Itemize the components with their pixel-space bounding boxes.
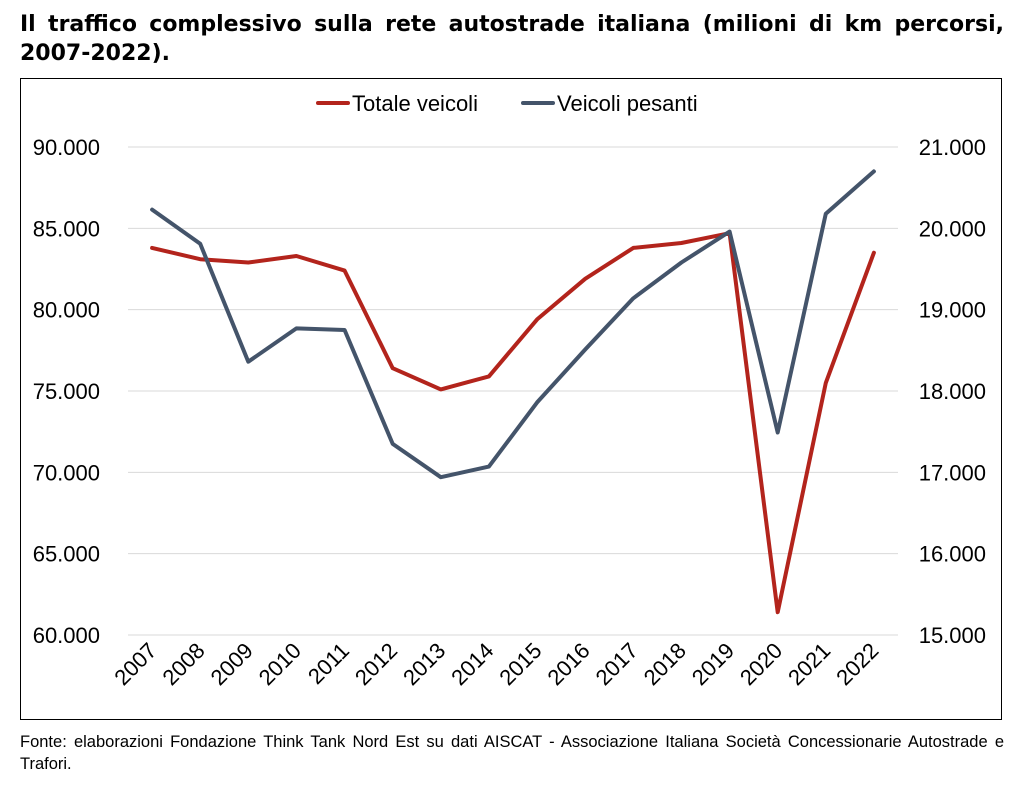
right-axis-tick-label: 18.000 (919, 379, 986, 404)
source-note: Fonte: elaborazioni Fondazione Think Tan… (20, 733, 1004, 773)
right-axis-tick-label: 21.000 (919, 135, 986, 160)
x-axis-tick-label: 2012 (350, 638, 402, 690)
x-axis-tick-label: 2021 (783, 638, 835, 690)
right-axis-tick-label: 19.000 (919, 298, 986, 323)
left-axis-tick-label: 75.000 (33, 379, 100, 404)
gridlines (128, 146, 898, 636)
x-axis-tick-label: 2016 (542, 638, 594, 690)
legend-item: Veicoli pesanti (521, 91, 698, 116)
left-axis-tick-label: 65.000 (33, 542, 100, 567)
right-axis-tick-label: 20.000 (919, 216, 986, 241)
x-axis-tick-label: 2022 (831, 638, 883, 690)
left-axis-tick-label: 70.000 (33, 460, 100, 485)
legend-item: Totale veicoli (316, 91, 478, 116)
x-axis-tick-label: 2014 (446, 638, 498, 690)
x-axis-tick-label: 2010 (254, 638, 306, 690)
right-axis-tick-label: 16.000 (919, 542, 986, 567)
left-axis-tick-label: 80.000 (33, 298, 100, 323)
left-axis-tick-labels: 60.000 65.000 70.000 75.000 80.000 85.000 90.0… (33, 135, 100, 648)
x-axis-tick-label: 2011 (303, 638, 354, 689)
series-veicoli-pesanti (150, 169, 876, 480)
x-axis-tick-label: 2007 (109, 638, 161, 690)
right-axis-tick-label: 17.000 (919, 460, 986, 485)
series-lines (150, 169, 876, 615)
right-axis-tick-labels: 15.000 16.000 17.000 18.000 19.000 20.000 21.0… (919, 135, 986, 648)
x-axis-tick-label: 2009 (206, 638, 258, 690)
chart-title: Il traffico complessivo sulla rete autos… (20, 12, 1004, 66)
x-axis-tick-label: 2017 (591, 638, 643, 690)
left-axis-tick-label: 85.000 (33, 216, 100, 241)
right-axis-tick-label: 15.000 (919, 623, 986, 648)
left-axis-tick-label: 60.000 (33, 623, 100, 648)
x-axis-tick-label: 2020 (735, 638, 787, 690)
series-line (150, 169, 876, 480)
legend-label: Veicoli pesanti (557, 91, 698, 116)
x-axis-tick-label: 2019 (687, 638, 739, 690)
x-axis-tick-labels: 2007200820092010201120122013201420152016… (109, 638, 883, 690)
x-axis-tick-label: 2015 (494, 638, 546, 690)
legend-label: Totale veicoli (352, 91, 478, 116)
series-totale-veicoli (150, 231, 876, 615)
x-axis-tick-label: 2013 (398, 638, 450, 690)
chart-frame (20, 78, 1002, 720)
x-axis-tick-label: 2018 (639, 638, 691, 690)
series-line (150, 231, 876, 615)
x-axis-tick-label: 2008 (157, 638, 209, 690)
legend: Totale veicoli Veicoli pesanti (316, 91, 698, 116)
left-axis-tick-label: 90.000 (33, 135, 100, 160)
